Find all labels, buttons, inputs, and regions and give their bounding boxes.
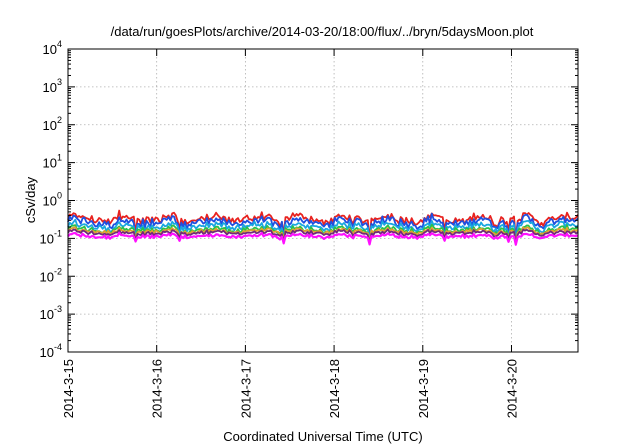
x-axis-label: Coordinated Universal Time (UTC) [223,429,422,444]
y-tick-label: 100 [43,191,62,209]
x-tick-label: 2014-3-15 [61,359,76,418]
x-tick-label: 2014-3-17 [238,359,253,418]
x-tick-label: 2014-3-20 [504,359,519,418]
grid [68,49,578,352]
y-tick-label: 10-2 [40,266,62,284]
series-line-2 [67,212,579,244]
y-tick-label: 10-3 [40,304,62,322]
y-tick-label: 102 [43,115,62,133]
series-group [67,209,579,246]
y-axis: 10-4 10-3 10-2 10-1 100 101 102 103 104 [40,39,578,360]
y-axis-label: cSv/day [23,176,38,223]
y-tick-label: 101 [43,153,62,171]
x-tick-label: 2014-3-16 [150,359,165,418]
x-tick-label: 2014-3-18 [327,359,342,418]
chart-title: /data/run/goesPlots/archive/2014-03-20/1… [111,24,534,39]
x-axis: 2014-3-15 2014-3-16 2014-3-17 2014-3-18 2014… [61,49,519,418]
y-tick-label: 103 [43,77,62,95]
y-tick-label: 10-4 [40,342,62,360]
y-tick-label: 104 [43,39,62,57]
series-line-3 [67,218,579,245]
x-tick-label: 2014-3-19 [416,359,431,418]
series-line-7 [67,231,579,246]
series-line-6 [67,228,579,245]
y-tick-label: 10-1 [40,228,62,246]
